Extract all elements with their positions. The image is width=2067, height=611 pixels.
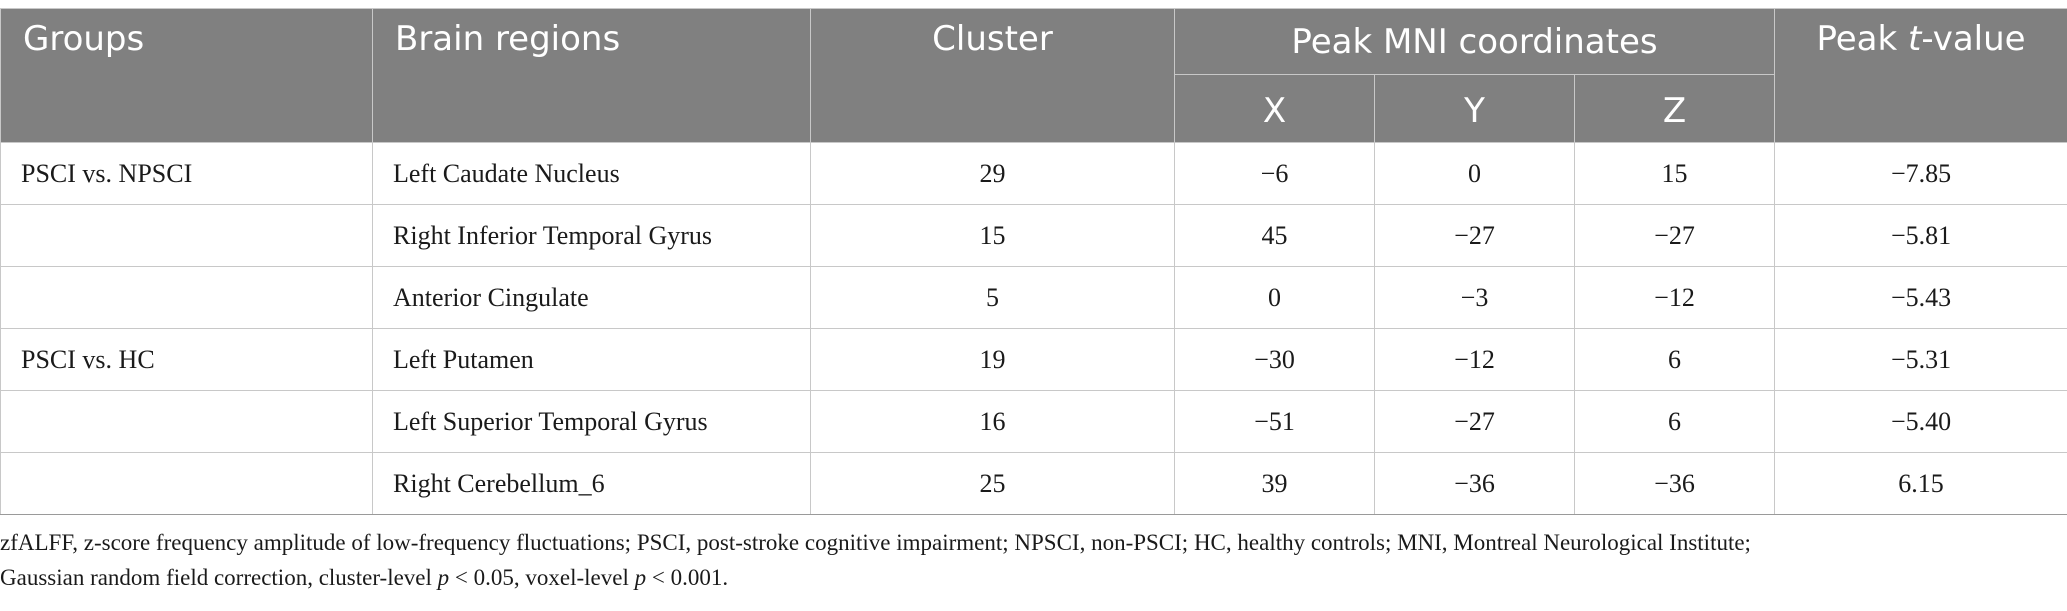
footnote-text-a: Gaussian random field correction, cluste… — [0, 565, 438, 590]
cell-y: −12 — [1374, 328, 1575, 391]
cell-x: 0 — [1174, 266, 1375, 329]
cell-cluster: 5 — [810, 266, 1175, 329]
cell-group: PSCI vs. HC — [0, 328, 373, 391]
cell-t-value: −5.43 — [1774, 266, 2067, 329]
header-y: Y — [1374, 74, 1575, 143]
table-footnote: zfALFF, z-score frequency amplitude of l… — [0, 525, 2067, 595]
cell-group — [0, 266, 373, 329]
cell-t-value: −5.81 — [1774, 204, 2067, 267]
cell-region: Right Inferior Temporal Gyrus — [372, 204, 811, 267]
cell-x: 39 — [1174, 452, 1375, 515]
cell-region: Anterior Cingulate — [372, 266, 811, 329]
footnote-p-symbol: p — [634, 565, 647, 590]
cell-x: −6 — [1174, 142, 1375, 205]
cell-y: −27 — [1374, 204, 1575, 267]
table-row: Left Superior Temporal Gyrus 16 −51 −27 … — [0, 390, 2067, 453]
table-row: PSCI vs. HC Left Putamen 19 −30 −12 6 −5… — [0, 328, 2067, 391]
cell-y: −36 — [1374, 452, 1575, 515]
header-brain-regions: Brain regions — [372, 8, 811, 143]
table-row: Anterior Cingulate 5 0 −3 −12 −5.43 — [0, 266, 2067, 329]
cell-group — [0, 452, 373, 515]
cell-cluster: 15 — [810, 204, 1175, 267]
cell-z: −12 — [1573, 266, 1776, 329]
table-body: PSCI vs. NPSCI Left Caudate Nucleus 29 −… — [0, 142, 2067, 515]
cell-region: Right Cerebellum_6 — [372, 452, 811, 515]
header-x: X — [1174, 74, 1375, 143]
table-header: Groups Brain regions Cluster Peak MNI co… — [0, 8, 2067, 143]
header-peak-t-value: Peak t-value — [1774, 8, 2067, 143]
header-peak-t-italic: t — [1908, 19, 1922, 59]
cell-region: Left Superior Temporal Gyrus — [372, 390, 811, 453]
cell-t-value: −5.40 — [1774, 390, 2067, 453]
cell-region: Left Putamen — [372, 328, 811, 391]
footnote-line-1: zfALFF, z-score frequency amplitude of l… — [0, 530, 1751, 555]
footnote-line-2: Gaussian random field correction, cluste… — [0, 560, 2067, 595]
cell-t-value: −5.31 — [1774, 328, 2067, 391]
header-peak-mni: Peak MNI coordinates — [1173, 8, 1776, 75]
cell-x: 45 — [1174, 204, 1375, 267]
cell-z: 6 — [1573, 328, 1776, 391]
results-table: Groups Brain regions Cluster Peak MNI co… — [0, 8, 2067, 515]
cell-cluster: 16 — [810, 390, 1175, 453]
cell-cluster: 29 — [810, 142, 1175, 205]
cell-y: −27 — [1374, 390, 1575, 453]
header-row-1: Groups Brain regions Cluster Peak MNI co… — [0, 8, 2067, 143]
footnote-p-symbol: p — [437, 565, 450, 590]
cell-group — [0, 390, 373, 453]
cell-z: −27 — [1573, 204, 1776, 267]
cell-t-value: 6.15 — [1774, 452, 2067, 515]
cell-x: −30 — [1174, 328, 1375, 391]
header-cluster: Cluster — [810, 8, 1175, 143]
header-peak-t-prefix: Peak — [1816, 19, 1909, 59]
cell-t-value: −7.85 — [1774, 142, 2067, 205]
footnote-text-c: < 0.001. — [646, 565, 729, 590]
header-z: Z — [1573, 74, 1776, 143]
cell-cluster: 19 — [810, 328, 1175, 391]
cell-z: 6 — [1573, 390, 1776, 453]
cell-z: −36 — [1573, 452, 1776, 515]
table-row: Right Cerebellum_6 25 39 −36 −36 6.15 — [0, 452, 2067, 515]
table-row: Right Inferior Temporal Gyrus 15 45 −27 … — [0, 204, 2067, 267]
header-peak-t-suffix: -value — [1921, 19, 2026, 59]
cell-z: 15 — [1573, 142, 1776, 205]
footnote-text-b: < 0.05, voxel-level — [449, 565, 635, 590]
cell-cluster: 25 — [810, 452, 1175, 515]
cell-group: PSCI vs. NPSCI — [0, 142, 373, 205]
cell-region: Left Caudate Nucleus — [372, 142, 811, 205]
cell-group — [0, 204, 373, 267]
cell-x: −51 — [1174, 390, 1375, 453]
cell-y: −3 — [1374, 266, 1575, 329]
header-groups: Groups — [0, 8, 373, 143]
cell-y: 0 — [1374, 142, 1575, 205]
table-row: PSCI vs. NPSCI Left Caudate Nucleus 29 −… — [0, 142, 2067, 205]
